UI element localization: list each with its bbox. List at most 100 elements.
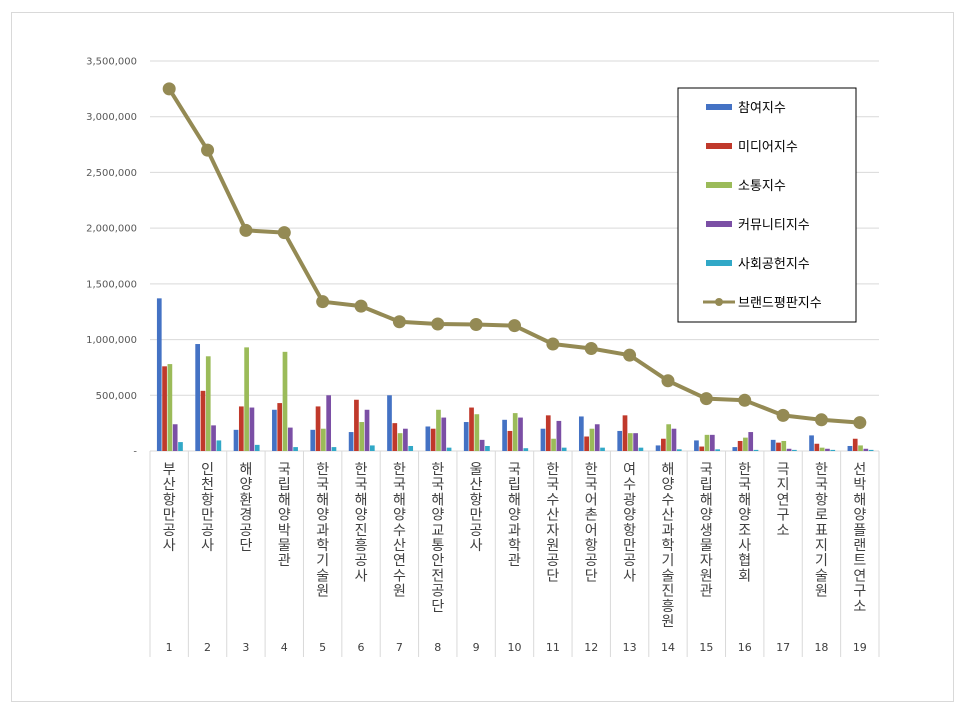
bar [627,433,633,451]
legend-box [677,87,857,323]
brand-line-point [814,413,828,427]
brand-line-point [277,226,291,240]
bar [825,448,830,451]
bar [502,419,507,451]
bar [469,407,474,451]
y-tick-label: 1,000,000 [86,335,137,346]
bar [589,428,595,451]
bar [326,395,332,451]
bar [584,436,589,451]
bar [819,447,825,451]
legend-swatch [706,143,732,149]
bar [430,428,436,451]
brand-line-point [201,143,215,157]
category-index: 6 [358,641,365,654]
bar [830,449,836,451]
bar [238,406,244,451]
bar [699,446,705,451]
bar [753,449,759,451]
bar [786,448,792,451]
category-index: 9 [473,641,480,654]
bar [321,428,326,451]
legend-entry: 소통지수 [738,179,786,194]
bar [622,415,628,451]
bar [463,422,469,451]
bar [781,440,787,451]
category-index: 1 [166,641,173,654]
bar [205,356,211,451]
bar [195,344,201,451]
bar [244,347,249,451]
bar [561,447,567,451]
legend-marker [715,298,723,306]
bar [743,437,748,451]
legend-swatch [706,260,732,266]
y-axis: - 500,000 1,000,000 1,500,000 2,000,000 2,500… [86,57,137,458]
bar [485,445,490,451]
bar [666,424,672,451]
legend-entry: 사회공헌지수 [738,257,810,272]
y-tick-label: 500,000 [96,391,137,402]
bar [551,438,556,451]
legend-swatch [706,104,732,110]
bar [617,430,623,451]
y-tick-label: 1,500,000 [86,279,137,290]
brand-line-point [392,315,406,329]
legend-entry: 커뮤니티지수 [738,218,810,233]
bar [523,448,529,451]
brand-line-point [584,341,598,355]
bar [216,440,222,451]
bar [211,425,216,451]
bar [178,442,183,451]
brand-line [162,82,867,430]
category-index: 3 [242,641,249,654]
bar [359,422,365,451]
category-index: 8 [434,641,441,654]
bar [507,430,513,451]
category-index: 10 [508,641,522,654]
bar [748,432,754,451]
bar [479,439,485,451]
bar [858,445,863,451]
bar [676,449,682,451]
legend-entry: 브랜드평판지수 [738,296,822,311]
x-axis: 부 산 항 만 공 사 1 인 천 항 만 공 사 2 해 양 환 경 공 단 3 국 립 해 양 박 물 관 4 한 국 해 양 과 학 기 술 원 5 한… [149,451,880,657]
bar [474,414,480,451]
bar [315,406,321,451]
brand-line-point [162,82,176,96]
bar [847,445,853,451]
bar [715,449,720,451]
legend-entry: 참여지수 [738,101,786,116]
bar [446,447,452,451]
brand-line-point [661,374,675,388]
bar [809,435,814,451]
category-index: 14 [661,641,675,654]
bar [868,449,874,451]
bar [310,429,316,451]
legend-swatch [706,221,732,227]
bar [172,424,178,451]
y-tick-label: 3,500,000 [86,57,137,68]
brand-line-point [546,337,560,351]
bar [709,434,715,451]
bar [282,351,288,451]
bar [540,428,546,451]
category-index: 15 [699,641,713,654]
brand-line-point [508,319,521,333]
category-index: 13 [623,641,637,654]
bars [156,298,874,451]
bar [578,416,584,451]
y-tick-label: 3,000,000 [86,112,137,123]
bar [545,415,551,451]
bar [331,447,337,451]
